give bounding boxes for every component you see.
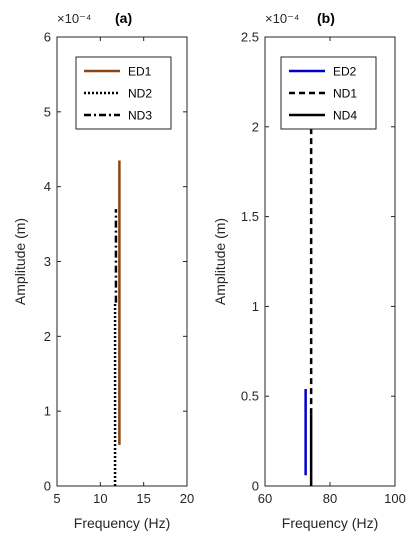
- y-tick-label: 4: [44, 179, 51, 194]
- panel-title-b: (b): [317, 10, 335, 26]
- y-tick-label: 0: [44, 479, 51, 494]
- exponent-label-a: ×10⁻⁴: [57, 11, 92, 26]
- y-tick-label: 1: [44, 404, 51, 419]
- panel-b: 0 0.5 1 1.5 2 2.5 60 80 100 ×10⁻⁴ (b) Frequency …: [212, 10, 406, 531]
- y-tick-label: 1: [252, 299, 259, 314]
- y-tick-label: 2.5: [241, 30, 259, 45]
- legend-b: ED2 ND1 ND4: [280, 56, 377, 130]
- x-tick-label: 60: [258, 491, 272, 506]
- legend-label-nd1: ND1: [333, 87, 357, 101]
- x-axis-label-a: Frequency (Hz): [74, 515, 170, 531]
- legend-a: ED1 ND2 ND3: [75, 56, 172, 130]
- x-tick-label: 15: [136, 491, 150, 506]
- x-tick-label: 100: [384, 491, 406, 506]
- y-tick-label: 2: [252, 119, 259, 134]
- x-tick-label: 5: [53, 491, 60, 506]
- y-axis-label-a: Amplitude (m): [12, 218, 28, 305]
- y-tick-label: 0: [252, 479, 259, 494]
- legend-label-ed1: ED1: [128, 65, 152, 79]
- y-tick-label: 1.5: [241, 209, 259, 224]
- y-tick-label: 2: [44, 329, 51, 344]
- legend-label-nd4: ND4: [333, 109, 357, 123]
- y-tick-label: 3: [44, 254, 51, 269]
- y-axis-label-b: Amplitude (m): [212, 218, 228, 305]
- x-tick-label: 80: [323, 491, 337, 506]
- exponent-label-b: ×10⁻⁴: [265, 11, 300, 26]
- legend-label-nd2: ND2: [128, 87, 152, 101]
- legend-box: [75, 56, 172, 130]
- legend-box: [280, 56, 377, 130]
- legend-label-nd3: ND3: [128, 109, 152, 123]
- x-tick-label: 10: [93, 491, 107, 506]
- y-tick-label: 0.5: [241, 389, 259, 404]
- legend-label-ed2: ED2: [333, 65, 357, 79]
- y-tick-label: 5: [44, 104, 51, 119]
- panel-title-a: (a): [115, 10, 132, 26]
- y-tick-label: 6: [44, 30, 51, 45]
- x-axis-label-b: Frequency (Hz): [282, 515, 378, 531]
- x-tick-label: 20: [180, 491, 194, 506]
